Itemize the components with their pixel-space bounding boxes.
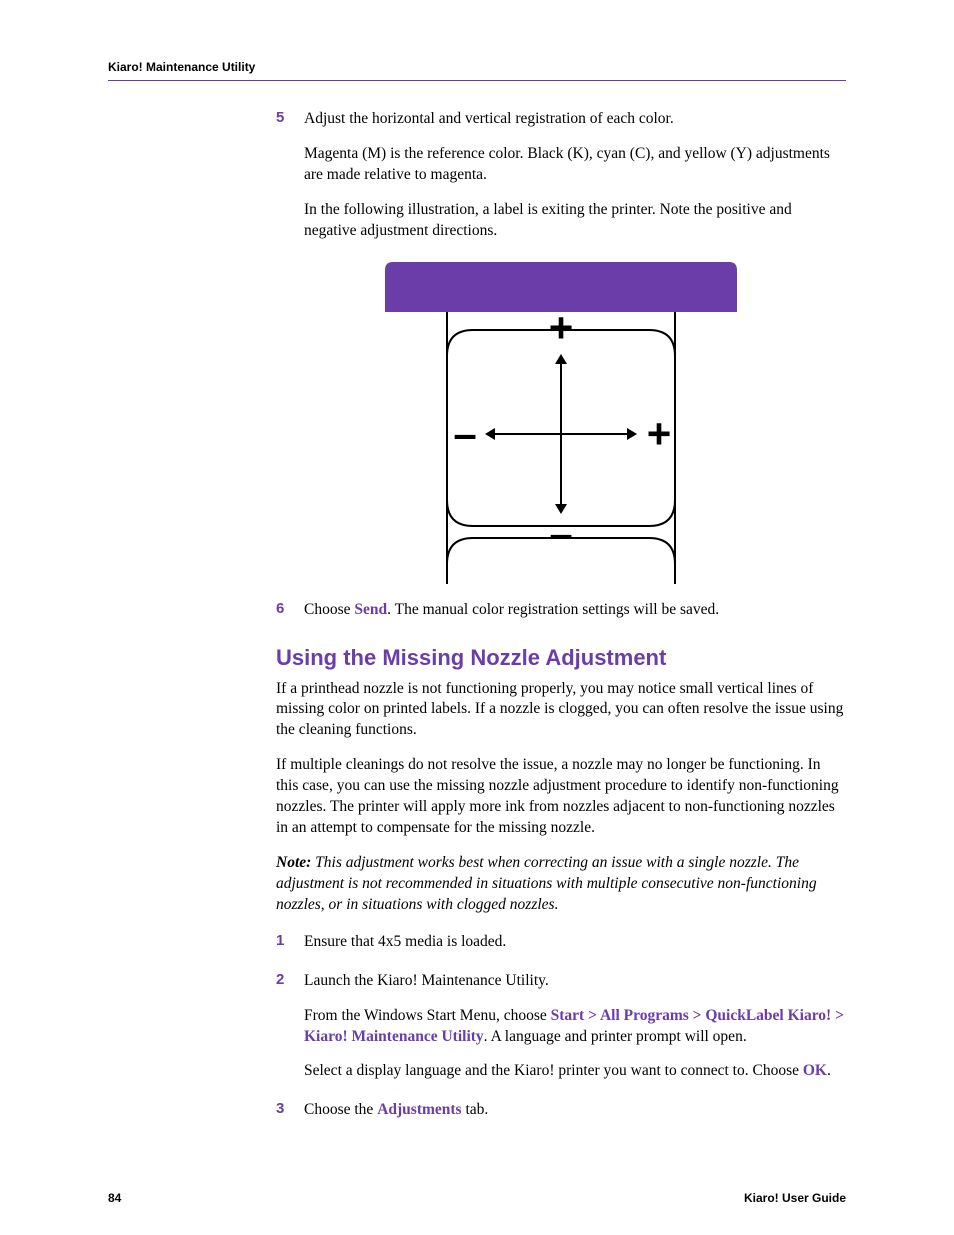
step-number: 2 <box>276 971 304 1097</box>
body-text: If multiple cleanings do not resolve the… <box>276 755 846 839</box>
step-number: 1 <box>276 932 304 967</box>
footer-doc-title: Kiaro! User Guide <box>744 1191 846 1205</box>
inline-bold: OK <box>803 1062 827 1079</box>
step: 6Choose Send. The manual color registrat… <box>276 600 846 635</box>
step-body: Ensure that 4x5 media is loaded. <box>304 932 846 967</box>
svg-text:+: + <box>549 304 574 351</box>
page-number: 84 <box>108 1191 121 1205</box>
note-text: This adjustment works best when correcti… <box>276 854 817 913</box>
body-text: Select a display language and the Kiaro!… <box>304 1061 846 1082</box>
body-text: From the Windows Start Menu, choose Star… <box>304 1006 846 1048</box>
step-body: Choose Send. The manual color registrati… <box>304 600 846 635</box>
svg-text:+: + <box>647 410 672 457</box>
page-header: Kiaro! Maintenance Utility <box>108 60 846 81</box>
inline-bold: Adjustments <box>377 1101 461 1118</box>
step-number: 6 <box>276 600 304 635</box>
body-text: In the following illustration, a label i… <box>304 200 846 242</box>
svg-text:–: – <box>549 510 572 557</box>
step: 5Adjust the horizontal and vertical regi… <box>276 109 846 256</box>
body-text: Choose Send. The manual color registrati… <box>304 600 846 621</box>
body-text: If a printhead nozzle is not functioning… <box>276 679 846 742</box>
section-heading: Using the Missing Nozzle Adjustment <box>276 645 846 671</box>
step-body: Launch the Kiaro! Maintenance Utility. Fr… <box>304 971 846 1097</box>
inline-bold: Start > All Programs > QuickLabel Kiaro!… <box>304 1007 844 1045</box>
registration-illustration: + – – + <box>276 262 846 586</box>
step-number: 3 <box>276 1100 304 1135</box>
note-label: Note: <box>276 854 311 871</box>
step-number: 5 <box>276 109 304 256</box>
body-text: Adjust the horizontal and vertical regis… <box>304 109 846 130</box>
body-text: Choose the Adjustments tab. <box>304 1100 846 1121</box>
step: 1Ensure that 4x5 media is loaded. <box>276 932 846 967</box>
body-text: Magenta (M) is the reference color. Blac… <box>304 144 846 186</box>
body-text: Launch the Kiaro! Maintenance Utility. <box>304 971 846 992</box>
step-body: Adjust the horizontal and vertical regis… <box>304 109 846 256</box>
svg-text:–: – <box>453 410 476 457</box>
inline-bold: Send <box>354 601 387 618</box>
body-text: Ensure that 4x5 media is loaded. <box>304 932 846 953</box>
step-body: Choose the Adjustments tab. <box>304 1100 846 1135</box>
step: 2Launch the Kiaro! Maintenance Utility. F… <box>276 971 846 1097</box>
step: 3Choose the Adjustments tab. <box>276 1100 846 1135</box>
note-block: Note: This adjustment works best when co… <box>276 853 846 916</box>
